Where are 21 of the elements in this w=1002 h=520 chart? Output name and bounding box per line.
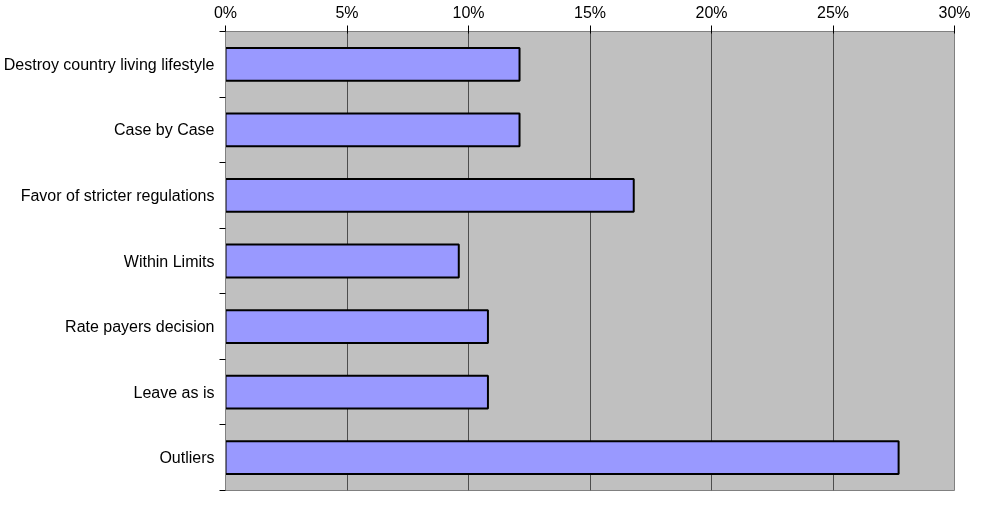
bar [225,374,489,410]
x-tick-label: 0% [213,3,238,21]
y-tick-label: Leave as is [133,383,215,401]
x-tick-label: 5% [335,3,359,21]
x-tick-label: 25% [816,3,850,21]
x-tick-label: 15% [573,3,607,21]
y-tick-label: Rate payers decision [65,318,215,336]
x-tick-label: 10% [452,3,485,21]
y-tick-label: Destroy country living lifestyle [3,55,215,73]
x-tick-label: 20% [695,3,728,21]
y-tick-label: Favor of stricter regulations [20,186,215,204]
bar [225,46,521,82]
bar [225,243,460,279]
bar [225,440,900,476]
x-tick-label: 30% [938,3,971,21]
bar [225,112,521,148]
y-tick-label: Outliers [159,449,215,467]
y-tick-label: Case by Case [114,121,215,139]
bar [225,309,489,344]
y-tick-label: Within Limits [123,252,215,270]
bar [225,178,635,213]
